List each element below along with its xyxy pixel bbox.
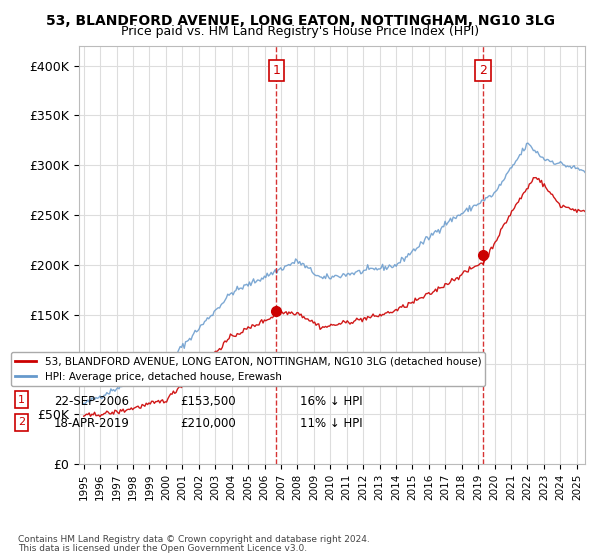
Text: 11% ↓ HPI: 11% ↓ HPI [300,417,362,430]
Text: Contains HM Land Registry data © Crown copyright and database right 2024.: Contains HM Land Registry data © Crown c… [18,535,370,544]
Text: This data is licensed under the Open Government Licence v3.0.: This data is licensed under the Open Gov… [18,544,307,553]
Legend: 53, BLANDFORD AVENUE, LONG EATON, NOTTINGHAM, NG10 3LG (detached house), HPI: Av: 53, BLANDFORD AVENUE, LONG EATON, NOTTIN… [11,352,485,386]
Text: £210,000: £210,000 [180,417,236,430]
Text: 1: 1 [18,395,25,405]
Text: 2: 2 [18,417,25,427]
Text: 22-SEP-2006: 22-SEP-2006 [54,395,129,408]
Text: 1: 1 [272,64,280,77]
Text: 2: 2 [479,64,487,77]
Text: 16% ↓ HPI: 16% ↓ HPI [300,395,362,408]
Text: 53, BLANDFORD AVENUE, LONG EATON, NOTTINGHAM, NG10 3LG: 53, BLANDFORD AVENUE, LONG EATON, NOTTIN… [46,14,554,28]
Text: £153,500: £153,500 [180,395,236,408]
Text: Price paid vs. HM Land Registry's House Price Index (HPI): Price paid vs. HM Land Registry's House … [121,25,479,38]
Text: 18-APR-2019: 18-APR-2019 [54,417,130,430]
